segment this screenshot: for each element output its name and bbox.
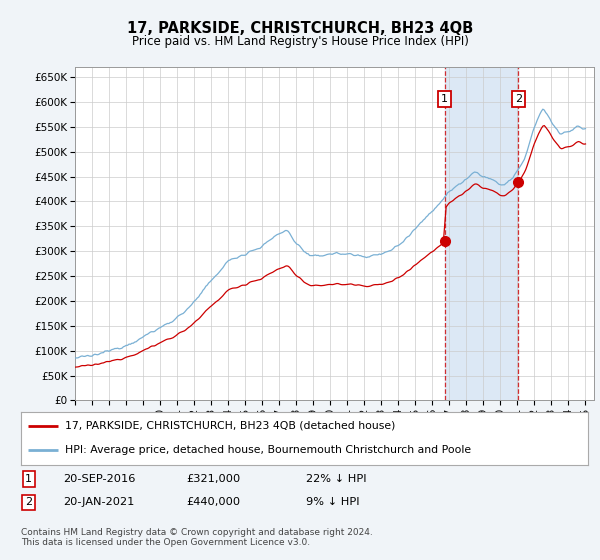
Text: 2: 2 xyxy=(25,497,32,507)
Text: 20-JAN-2021: 20-JAN-2021 xyxy=(63,497,134,507)
Bar xyxy=(445,67,518,400)
Text: 17, PARKSIDE, CHRISTCHURCH, BH23 4QB: 17, PARKSIDE, CHRISTCHURCH, BH23 4QB xyxy=(127,21,473,36)
Text: Price paid vs. HM Land Registry's House Price Index (HPI): Price paid vs. HM Land Registry's House … xyxy=(131,35,469,48)
Text: 1: 1 xyxy=(441,94,448,104)
Text: £321,000: £321,000 xyxy=(186,474,240,484)
Text: 17, PARKSIDE, CHRISTCHURCH, BH23 4QB (detached house): 17, PARKSIDE, CHRISTCHURCH, BH23 4QB (de… xyxy=(65,421,395,431)
Text: 22% ↓ HPI: 22% ↓ HPI xyxy=(306,474,367,484)
Text: Contains HM Land Registry data © Crown copyright and database right 2024.
This d: Contains HM Land Registry data © Crown c… xyxy=(21,528,373,547)
Text: £440,000: £440,000 xyxy=(186,497,240,507)
Text: HPI: Average price, detached house, Bournemouth Christchurch and Poole: HPI: Average price, detached house, Bour… xyxy=(65,445,472,455)
Text: 9% ↓ HPI: 9% ↓ HPI xyxy=(306,497,359,507)
Text: 1: 1 xyxy=(25,474,32,484)
Text: 20-SEP-2016: 20-SEP-2016 xyxy=(63,474,136,484)
Text: 2: 2 xyxy=(515,94,522,104)
